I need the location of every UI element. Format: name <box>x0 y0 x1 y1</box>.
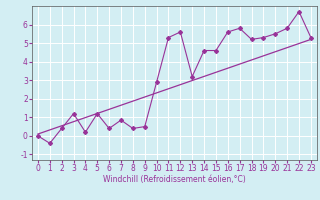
X-axis label: Windchill (Refroidissement éolien,°C): Windchill (Refroidissement éolien,°C) <box>103 175 246 184</box>
